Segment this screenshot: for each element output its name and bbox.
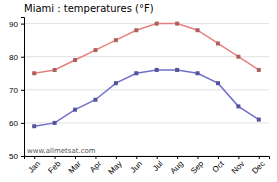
title: Miami : temperatures (°F) xyxy=(24,3,154,14)
x-tick-label: Aug xyxy=(169,159,185,175)
x-tick-label: Nov xyxy=(230,159,246,175)
x-tick-mark xyxy=(116,156,117,159)
series-marker xyxy=(73,108,77,112)
series-marker xyxy=(196,28,200,32)
series-marker xyxy=(236,104,240,108)
x-tick-mark xyxy=(75,156,76,159)
series-marker xyxy=(32,124,36,128)
x-tick-mark xyxy=(218,156,219,159)
y-tick-label: 60 xyxy=(9,119,18,128)
x-tick: Nov xyxy=(230,156,246,176)
x-tick-label: Jan xyxy=(27,159,42,174)
x-tick-mark xyxy=(136,156,137,159)
y-tick-mark xyxy=(21,57,24,58)
x-tick-label: May xyxy=(107,159,124,176)
y-axis: 50 60 70 80 90 xyxy=(9,18,24,162)
series-marker xyxy=(53,68,57,72)
series-marker xyxy=(216,81,220,85)
grid-line xyxy=(24,122,269,123)
x-tick: Jan xyxy=(27,156,42,175)
y-tick: 60 xyxy=(9,119,24,128)
x-tick-mark xyxy=(198,156,199,159)
x-axis: Jan FebMar Apr May Jun Jul AugSep OctNovDec xyxy=(25,156,270,176)
x-tick: May xyxy=(107,156,124,176)
x-tick-mark xyxy=(177,156,178,159)
series-marker xyxy=(155,68,159,72)
y-tick-mark xyxy=(21,123,24,124)
series-marker xyxy=(73,58,77,62)
x-axis-line xyxy=(25,157,270,160)
y-tick: 50 xyxy=(9,152,24,161)
y-tick: 70 xyxy=(9,86,24,95)
y-axis-line xyxy=(21,18,25,157)
chart: Jan FebMar Apr May Jun Jul AugSep OctNovDec 50 60… xyxy=(0,0,277,182)
x-tick-label: Feb xyxy=(46,159,63,176)
x-tick-label: Dec xyxy=(250,159,266,175)
x-tick: Feb xyxy=(46,156,63,175)
series-marker xyxy=(175,68,179,72)
series-marker xyxy=(93,98,97,102)
y-tick-label: 80 xyxy=(9,53,18,62)
series-marker xyxy=(134,71,138,75)
x-tick-label: Apr xyxy=(88,159,103,174)
x-tick: Sep xyxy=(189,156,206,176)
grid-line xyxy=(24,56,269,57)
x-tick: Apr xyxy=(88,156,103,174)
series-marker xyxy=(93,48,97,52)
x-tick-mark xyxy=(238,156,239,159)
x-tick-mark xyxy=(55,156,56,159)
y-tick-mark xyxy=(21,90,24,91)
grid xyxy=(24,24,269,156)
x-tick-mark xyxy=(157,156,158,159)
annotation: www.allmetsat.com xyxy=(27,147,96,155)
series-marker xyxy=(257,118,261,122)
x-tick: Jul xyxy=(151,156,165,173)
x-tick: Oct xyxy=(211,156,227,174)
series-marker xyxy=(114,38,118,42)
grid-line xyxy=(24,23,269,24)
x-tick: Aug xyxy=(169,156,185,176)
x-tick-label: Sep xyxy=(189,159,206,176)
x-tick-mark xyxy=(259,156,260,159)
x-tick: Dec xyxy=(250,156,266,176)
x-tick-label: Jun xyxy=(129,159,144,174)
x-tick-mark xyxy=(34,156,35,159)
series-marker xyxy=(114,81,118,85)
x-tick-label: Jul xyxy=(151,159,165,173)
series-marker xyxy=(257,68,261,72)
series-marker xyxy=(175,22,179,26)
x-tick: Jun xyxy=(129,156,144,175)
series-marker xyxy=(216,41,220,45)
x-tick: Mar xyxy=(67,156,83,175)
plot: Jan FebMar Apr May Jun Jul AugSep OctNovDec 50 60… xyxy=(9,18,269,177)
x-tick-label: Oct xyxy=(211,159,227,175)
y-tick-mark xyxy=(21,24,24,25)
y-tick: 90 xyxy=(9,20,24,29)
y-tick: 80 xyxy=(9,53,24,62)
grid-line xyxy=(24,89,269,90)
series-marker xyxy=(236,55,240,59)
series-line xyxy=(34,70,259,126)
series-marker xyxy=(134,28,138,32)
x-tick-label: Mar xyxy=(67,159,83,175)
y-tick-mark xyxy=(21,156,24,157)
y-tick-label: 70 xyxy=(9,86,18,95)
series-marker xyxy=(155,22,159,26)
x-tick-mark xyxy=(95,156,96,159)
marks xyxy=(32,22,261,129)
series-line xyxy=(34,24,259,74)
y-tick-label: 50 xyxy=(9,152,18,161)
y-tick-label: 90 xyxy=(9,20,18,29)
series-marker xyxy=(196,71,200,75)
series-marker xyxy=(32,71,36,75)
series-marker xyxy=(53,121,57,125)
